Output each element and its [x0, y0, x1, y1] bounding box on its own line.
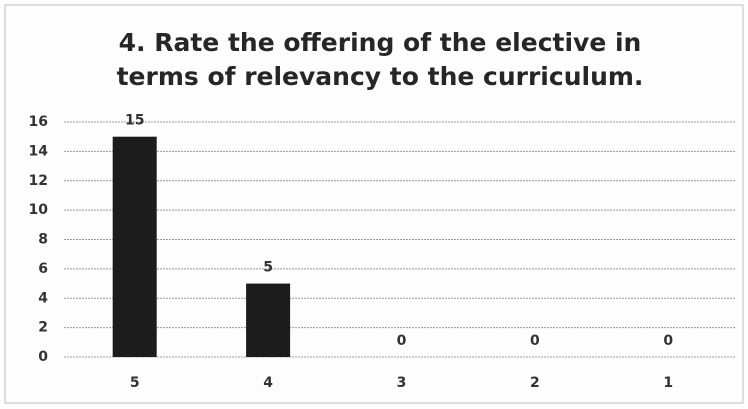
bar: [246, 283, 291, 357]
data-label: 15: [125, 113, 144, 129]
chart-title: 4. Rate the offering of the elective in …: [116, 28, 644, 91]
x-tick-label: 2: [530, 375, 540, 391]
x-tick-label: 4: [263, 375, 273, 391]
y-tick-label: 0: [38, 349, 48, 365]
data-label: 0: [663, 333, 673, 349]
y-tick-label: 6: [38, 261, 48, 277]
bar: [112, 136, 157, 357]
data-label: 0: [530, 333, 540, 349]
y-tick-label: 4: [38, 290, 48, 306]
y-tick-label: 12: [29, 173, 48, 189]
y-tick-label: 14: [29, 143, 49, 159]
y-tick-label: 10: [29, 202, 49, 218]
y-tick-label: 8: [38, 232, 48, 248]
x-tick-label: 5: [130, 375, 140, 391]
y-tick-label: 2: [38, 320, 48, 336]
y-tick-label: 16: [29, 114, 48, 130]
data-label: 0: [397, 333, 407, 349]
x-tick-label: 1: [663, 375, 673, 391]
data-label: 5: [263, 260, 273, 276]
x-tick-label: 3: [397, 375, 407, 391]
chart-border: [4, 4, 744, 404]
